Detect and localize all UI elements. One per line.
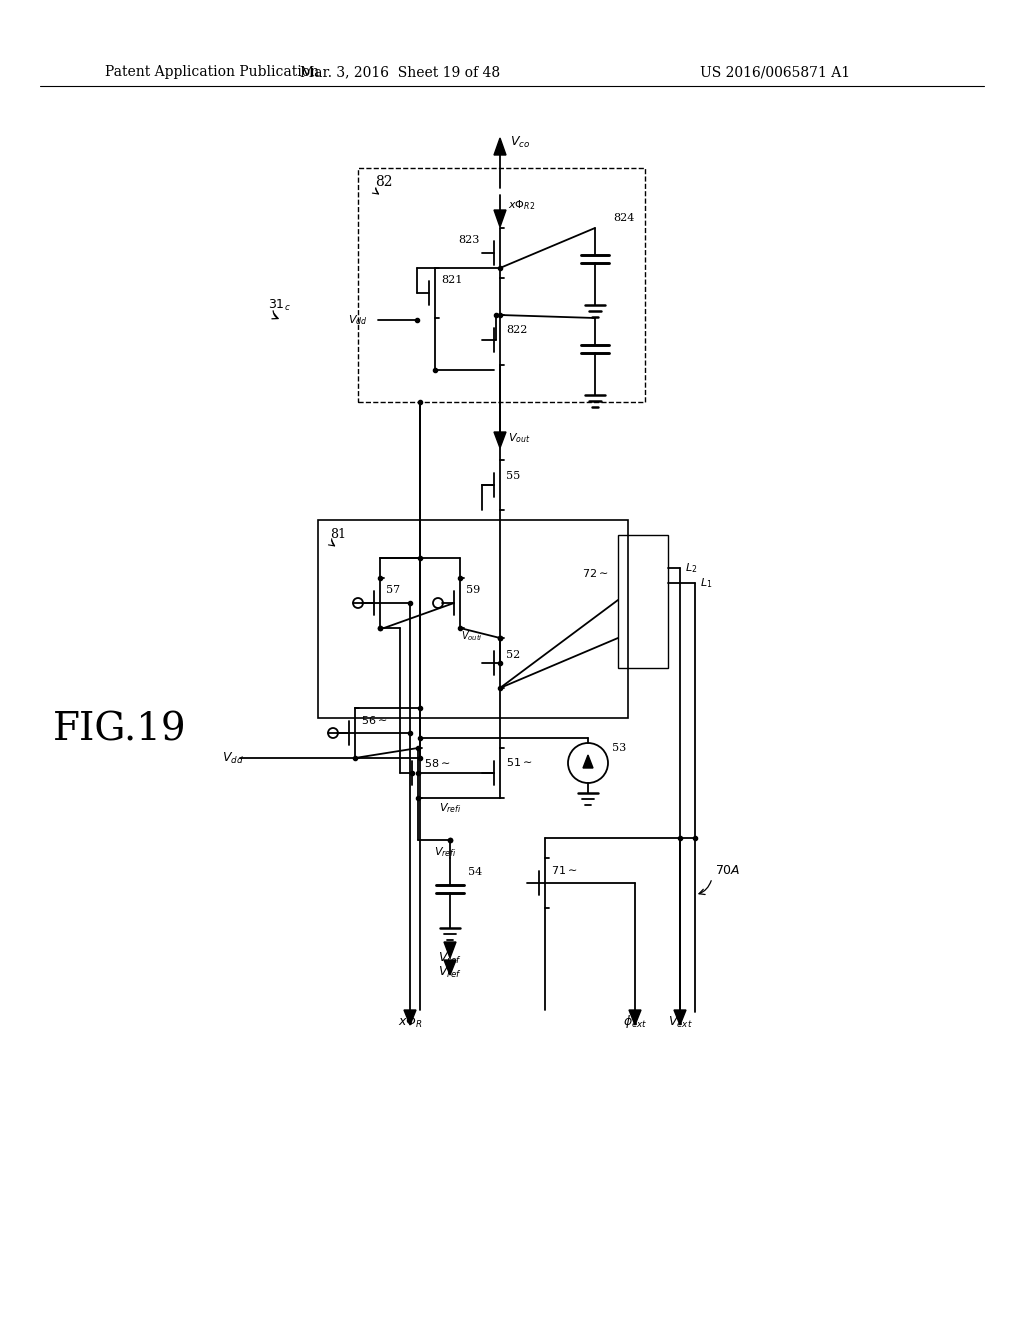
Polygon shape: [629, 1010, 641, 1026]
Text: $x\Phi_R$: $x\Phi_R$: [397, 1015, 423, 1030]
Text: 824: 824: [613, 213, 635, 223]
Text: Patent Application Publication: Patent Application Publication: [105, 65, 319, 79]
Text: $x\Phi_{R2}$: $x\Phi_{R2}$: [508, 198, 536, 213]
Text: $56\sim$: $56\sim$: [361, 714, 387, 726]
Text: $51\sim$: $51\sim$: [506, 756, 532, 768]
Polygon shape: [674, 1010, 686, 1026]
Polygon shape: [444, 942, 456, 958]
Text: 52: 52: [506, 649, 520, 660]
Polygon shape: [494, 139, 506, 154]
Polygon shape: [583, 755, 593, 768]
Text: $V_{dd}$: $V_{dd}$: [222, 751, 244, 766]
Text: $V_{dd}$: $V_{dd}$: [348, 313, 368, 327]
Text: 81: 81: [330, 528, 346, 540]
Text: 82: 82: [375, 176, 392, 189]
Polygon shape: [444, 960, 456, 975]
Polygon shape: [494, 210, 506, 227]
Text: $71\sim$: $71\sim$: [551, 865, 578, 876]
Polygon shape: [494, 432, 506, 447]
Text: $72\sim$: $72\sim$: [582, 568, 608, 579]
Text: $V_{ext}$: $V_{ext}$: [668, 1015, 692, 1030]
Text: $70A$: $70A$: [715, 863, 740, 876]
Text: 822: 822: [506, 325, 527, 335]
Text: $V_{outi}$: $V_{outi}$: [461, 630, 483, 643]
Text: $V_{co}$: $V_{co}$: [510, 135, 530, 149]
Text: $L_1$: $L_1$: [700, 576, 713, 590]
Text: 55: 55: [506, 471, 520, 480]
Text: $V_{ref}$: $V_{ref}$: [438, 950, 462, 965]
Bar: [358, 168, 645, 403]
Text: $V_{refi}$: $V_{refi}$: [434, 845, 457, 859]
Text: 57: 57: [386, 585, 400, 595]
Text: $58\sim$: $58\sim$: [424, 756, 451, 770]
Bar: [618, 535, 668, 668]
Text: 54: 54: [468, 867, 482, 876]
Text: $V_{out}$: $V_{out}$: [508, 432, 530, 445]
Text: 59: 59: [466, 585, 480, 595]
Text: $31_c$: $31_c$: [268, 297, 291, 313]
Text: $L_2$: $L_2$: [685, 561, 697, 576]
Text: 53: 53: [612, 743, 627, 752]
Text: $V_{ref}$: $V_{ref}$: [438, 965, 462, 979]
Text: FIG.19: FIG.19: [53, 711, 186, 748]
Text: $\phi_{ext}$: $\phi_{ext}$: [623, 1014, 647, 1031]
Text: 823: 823: [459, 235, 480, 246]
Text: $V_{refi}$: $V_{refi}$: [438, 801, 461, 814]
Polygon shape: [404, 1010, 416, 1026]
Bar: [318, 520, 628, 718]
Text: 821: 821: [441, 275, 463, 285]
Text: Mar. 3, 2016  Sheet 19 of 48: Mar. 3, 2016 Sheet 19 of 48: [300, 65, 500, 79]
Text: US 2016/0065871 A1: US 2016/0065871 A1: [700, 65, 850, 79]
